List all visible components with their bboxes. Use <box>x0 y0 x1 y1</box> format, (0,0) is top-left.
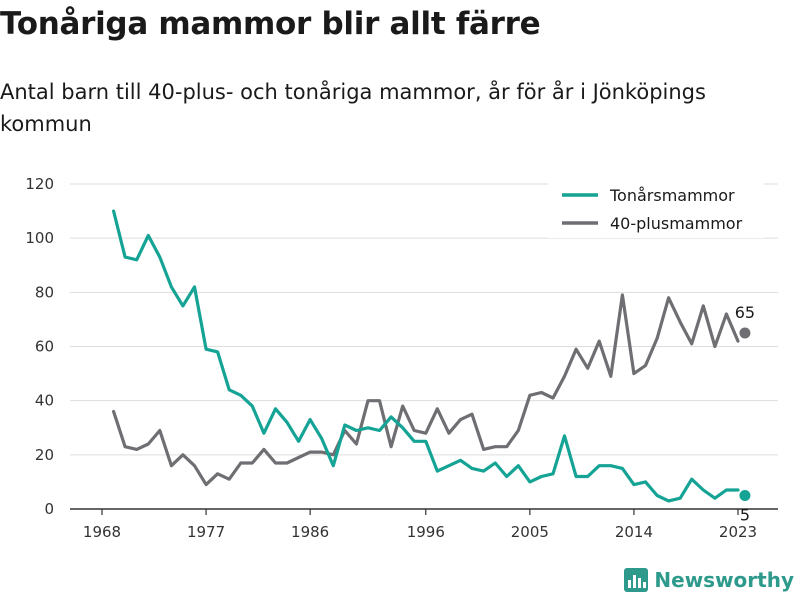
y-tick-label: 60 <box>35 338 54 356</box>
y-tick-label: 20 <box>35 446 54 464</box>
x-tick-label: 1996 <box>407 523 445 541</box>
series-line-40-plusmammor <box>111 293 740 487</box>
legend: Tonårsmammor 40-plusmammor <box>548 180 764 238</box>
legend-label: 40-plusmammor <box>610 214 743 233</box>
legend-background <box>548 180 764 238</box>
x-tick-label: 1977 <box>187 523 225 541</box>
x-axis: 1968 1977 1986 1996 2005 2014 2023 <box>70 508 778 541</box>
brand-name: Newsworthy <box>654 568 794 592</box>
x-tick-label: 2023 <box>719 523 757 541</box>
newsworthy-logo-icon <box>624 568 649 592</box>
y-axis-labels: 0 20 40 60 80 100 120 <box>25 175 54 518</box>
y-tick-label: 40 <box>35 392 54 410</box>
y-tick-label: 80 <box>35 283 54 301</box>
series-line-tonarsmammor <box>111 209 740 503</box>
legend-label: Tonårsmammor <box>609 186 735 205</box>
brand-logo: Newsworthy <box>624 568 794 592</box>
chart-subtitle: Antal barn till 40-plus- och tonåriga ma… <box>0 80 706 136</box>
x-tick-label: 1968 <box>83 523 121 541</box>
end-value-label: 65 <box>735 303 755 322</box>
end-value-label: 5 <box>740 505 750 524</box>
y-tick-label: 100 <box>25 229 54 247</box>
series-lines <box>111 209 740 503</box>
end-point-marker <box>739 327 751 339</box>
y-tick-label: 0 <box>44 500 54 518</box>
x-tick-label: 2014 <box>615 523 653 541</box>
y-tick-label: 120 <box>25 175 54 193</box>
end-markers: 5 65 <box>735 303 755 524</box>
chart-title: Tonåriga mammor blir allt färre <box>0 6 541 42</box>
x-tick-label: 2005 <box>511 523 549 541</box>
end-point-marker <box>739 489 751 501</box>
x-tick-label: 1986 <box>291 523 329 541</box>
